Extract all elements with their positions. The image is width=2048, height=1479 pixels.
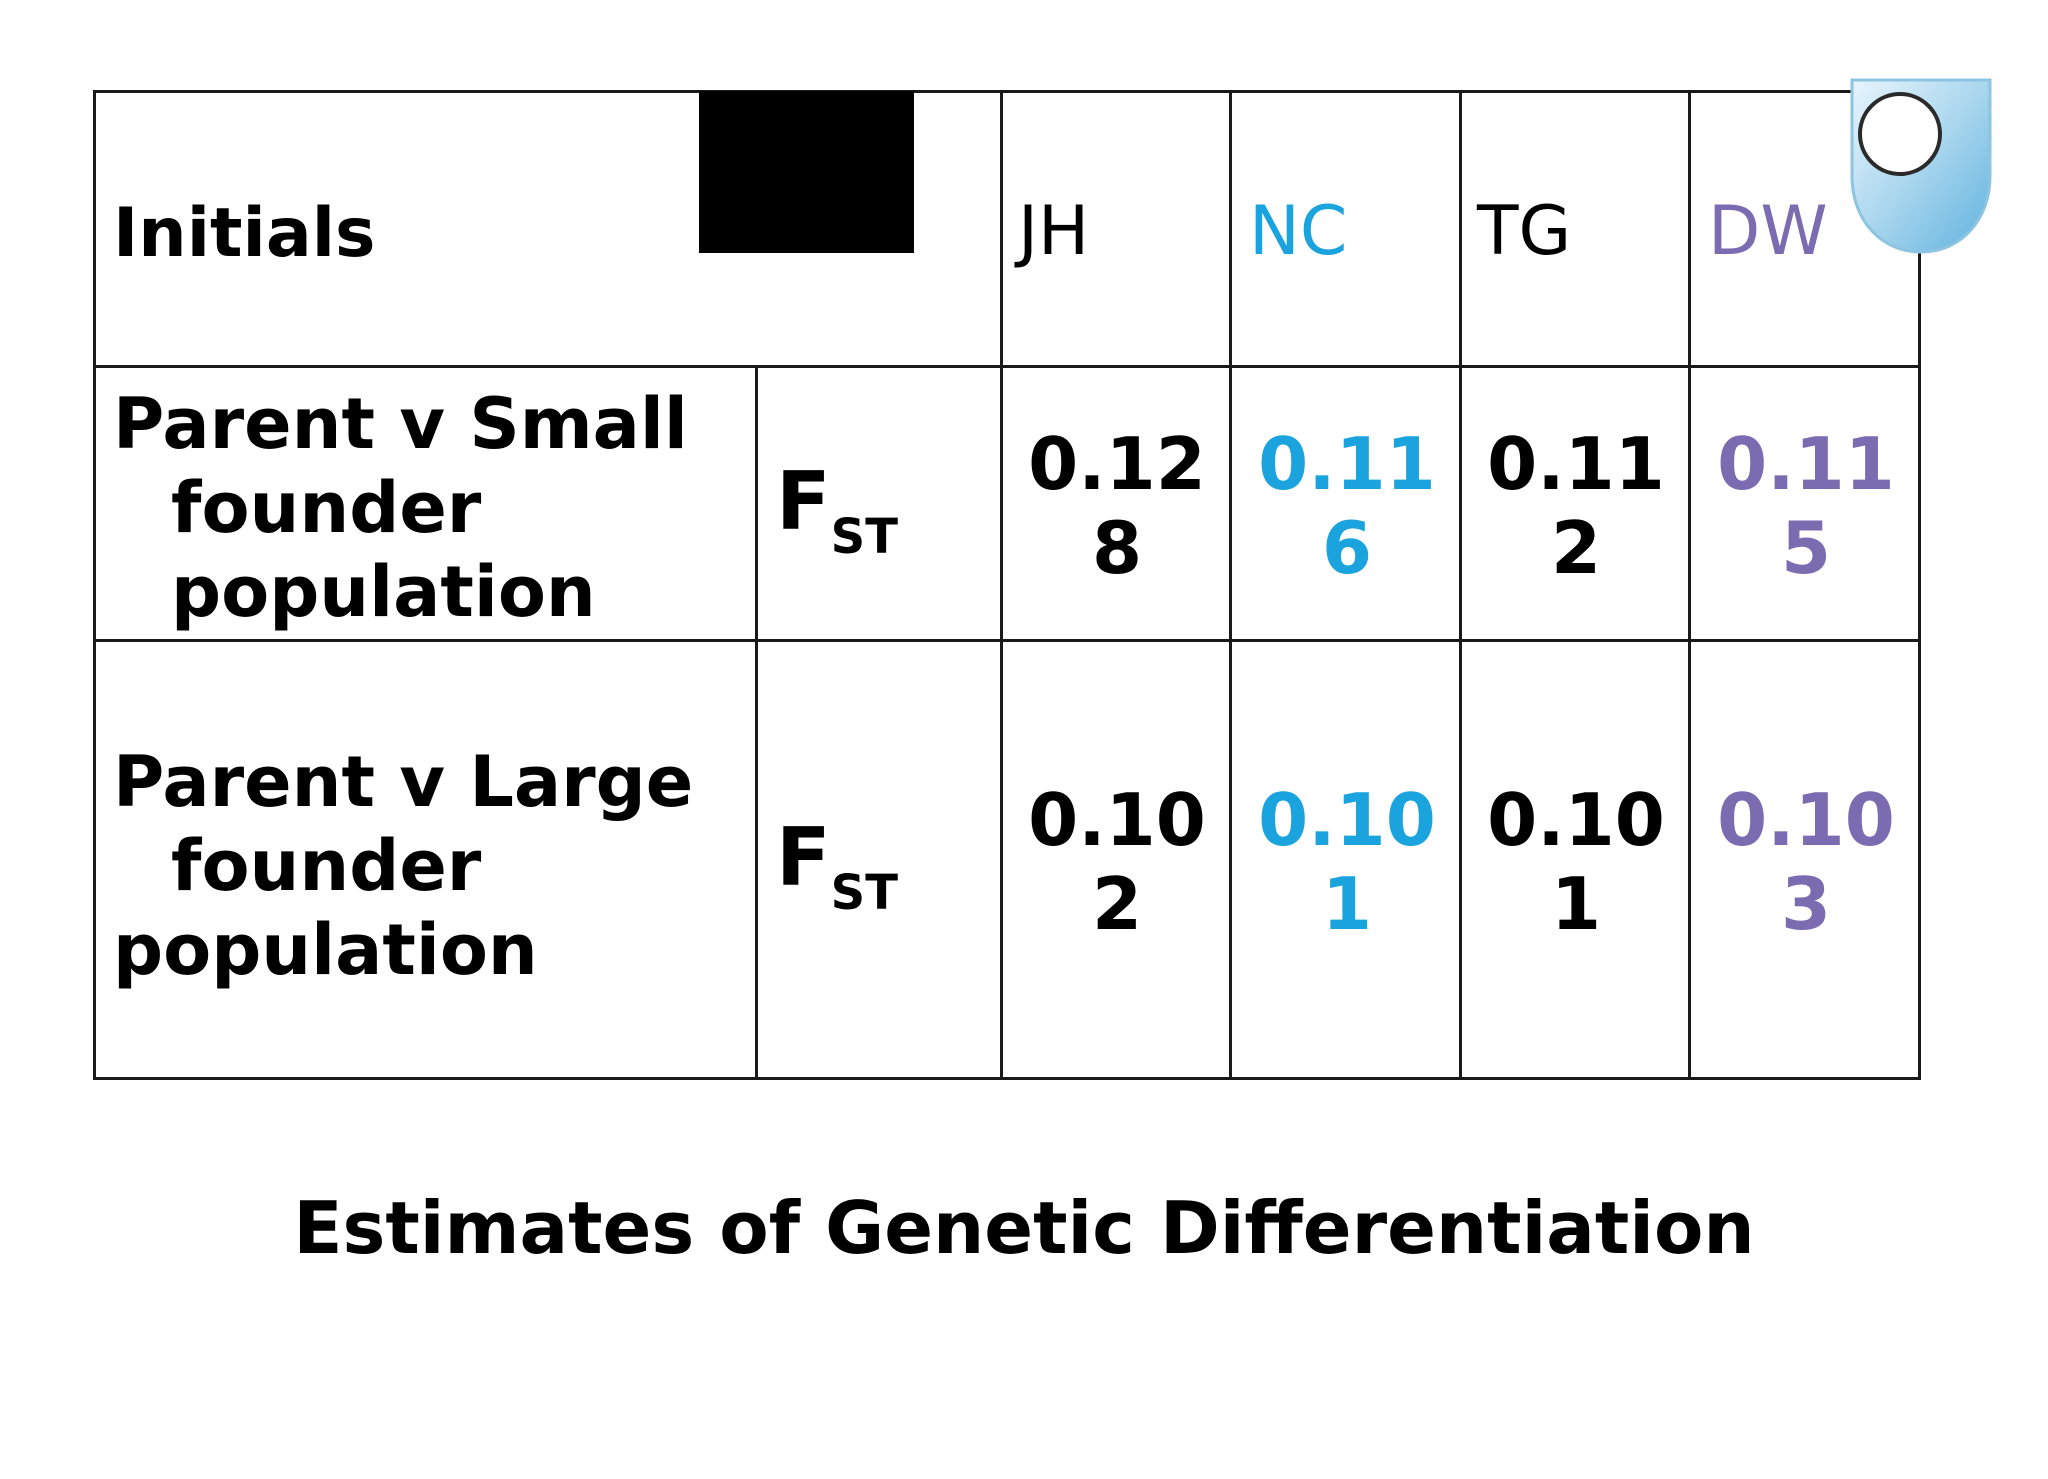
row-label-line: population bbox=[113, 909, 538, 991]
table-column-divider bbox=[1688, 90, 1691, 1080]
value-line: 0.11 bbox=[1258, 422, 1436, 506]
value-line: 5 bbox=[1780, 506, 1832, 590]
value-cell: 0.10 3 bbox=[1691, 778, 1921, 946]
row-label-line: Parent v Small bbox=[113, 383, 688, 465]
redaction-block bbox=[699, 91, 914, 253]
value-cell: 0.10 1 bbox=[1232, 778, 1462, 946]
university-shield-logo bbox=[1850, 78, 1992, 254]
fst-symbol-main: F bbox=[776, 811, 831, 904]
value-line: 0.11 bbox=[1487, 422, 1665, 506]
slide-caption: Estimates of Genetic Differentiation bbox=[293, 1186, 1755, 1270]
value-line: 0.10 bbox=[1717, 778, 1895, 862]
fst-symbol-main: F bbox=[776, 455, 831, 548]
value-cell: 0.11 5 bbox=[1691, 422, 1921, 590]
value-cell: 0.11 2 bbox=[1461, 422, 1691, 590]
table-border-top bbox=[93, 90, 1921, 93]
initial-nc: NC bbox=[1249, 192, 1348, 271]
row-label-small-founder: Parent v Small founder population bbox=[113, 382, 688, 634]
value-line: 1 bbox=[1321, 862, 1373, 946]
fst-symbol-subscript: ST bbox=[830, 865, 898, 921]
fst-symbol-subscript: ST bbox=[830, 509, 898, 565]
table-border-left bbox=[93, 90, 96, 1080]
value-line: 2 bbox=[1550, 506, 1602, 590]
value-line: 8 bbox=[1091, 506, 1143, 590]
value-line: 0.10 bbox=[1258, 778, 1436, 862]
value-line: 0.10 bbox=[1487, 778, 1665, 862]
row-label-line: founder bbox=[171, 825, 482, 907]
value-line: 6 bbox=[1321, 506, 1373, 590]
value-cell: 0.10 1 bbox=[1461, 778, 1691, 946]
row-label-line: founder bbox=[171, 467, 482, 549]
value-line: 3 bbox=[1780, 862, 1832, 946]
table-column-divider bbox=[1229, 90, 1232, 1080]
table-column-divider bbox=[1000, 90, 1003, 1080]
table-column-divider bbox=[1459, 90, 1462, 1080]
table-border-bottom bbox=[93, 1077, 1921, 1080]
row-label-line: population bbox=[171, 551, 596, 633]
value-line: 0.12 bbox=[1028, 422, 1206, 506]
header-label: Initials bbox=[113, 194, 376, 273]
initial-dw: DW bbox=[1708, 192, 1828, 271]
fst-symbol: FST bbox=[776, 818, 898, 918]
row-label-large-founder: Parent v Large founder population bbox=[113, 740, 693, 992]
row-label-line: Parent v Large bbox=[113, 741, 694, 823]
table-column-divider bbox=[755, 365, 758, 1080]
value-cell: 0.11 6 bbox=[1232, 422, 1462, 590]
value-cell: 0.10 2 bbox=[1002, 778, 1232, 946]
initial-jh: JH bbox=[1018, 192, 1090, 271]
value-line: 0.10 bbox=[1028, 778, 1206, 862]
table-row-divider bbox=[93, 365, 1921, 368]
value-cell: 0.12 8 bbox=[1002, 422, 1232, 590]
value-line: 2 bbox=[1091, 862, 1143, 946]
fst-symbol: FST bbox=[776, 462, 898, 562]
value-line: 1 bbox=[1550, 862, 1602, 946]
initial-tg: TG bbox=[1477, 192, 1572, 271]
value-line: 0.11 bbox=[1717, 422, 1895, 506]
table-border-right bbox=[1918, 90, 1921, 1080]
table-row-divider bbox=[93, 639, 1921, 642]
